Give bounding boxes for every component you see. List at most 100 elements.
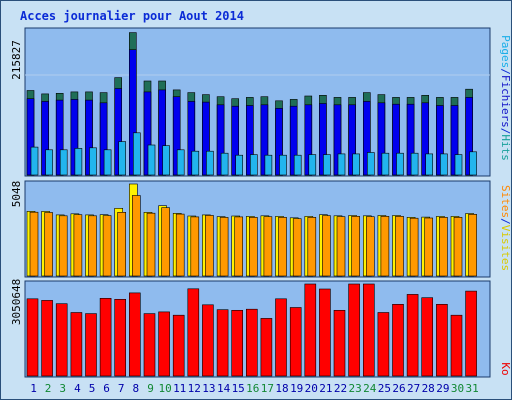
- kbytes-bar: [304, 283, 317, 377]
- kbytes-bar: [55, 303, 68, 377]
- files-bar: [304, 104, 313, 176]
- pages-bar: [74, 148, 83, 176]
- day-label: 21: [319, 382, 332, 395]
- kbytes-bar: [362, 283, 375, 377]
- kbytes-bar: [26, 298, 39, 377]
- hits-ymax-label: 215827: [10, 40, 23, 80]
- hits-bars: [26, 32, 477, 176]
- sites-bar: [88, 215, 97, 277]
- legend-entry: /: [499, 128, 512, 135]
- pages-bar: [220, 152, 229, 176]
- sites-bar: [29, 211, 39, 277]
- day-label: 18: [275, 382, 288, 395]
- visits-ymax-label: 5048: [10, 181, 23, 208]
- kbytes-bar: [187, 288, 200, 377]
- sites-bar: [234, 216, 243, 277]
- files-bar: [421, 102, 430, 176]
- pages-bar: [293, 154, 302, 176]
- files-bar: [187, 101, 196, 176]
- pages-bar: [30, 146, 39, 176]
- day-label: 5: [89, 382, 96, 395]
- kbytes-bar: [70, 312, 83, 377]
- kbytes-bars: [26, 283, 477, 377]
- visits-bars: [26, 183, 477, 277]
- day-label: 19: [290, 382, 303, 395]
- pages-bar: [235, 154, 243, 176]
- pages-bar: [410, 152, 419, 176]
- pages-bar: [147, 144, 156, 176]
- pages-bar: [440, 153, 448, 176]
- files-bar: [202, 101, 210, 176]
- pages-bar: [279, 154, 287, 176]
- sites-bar: [44, 212, 53, 277]
- kbytes-ymax-label: 3050648: [10, 279, 23, 325]
- kbytes-bar: [246, 308, 258, 377]
- sites-bar: [351, 216, 360, 277]
- pages-bar: [264, 154, 273, 176]
- pages-bar: [206, 150, 214, 176]
- pages-bar: [191, 150, 200, 176]
- sites-bar: [73, 214, 83, 277]
- day-label: 22: [334, 382, 347, 395]
- sites-bar: [365, 216, 375, 277]
- files-bar: [41, 101, 49, 176]
- files-bar: [246, 105, 254, 176]
- pages-bar: [133, 132, 141, 176]
- pages-bar: [454, 154, 463, 176]
- kbytes-bar: [348, 283, 360, 377]
- kbytes-bar: [143, 313, 156, 377]
- files-bar: [333, 104, 342, 176]
- files-bar: [348, 104, 356, 176]
- pages-bar: [396, 152, 404, 176]
- kbytes-bar: [231, 309, 243, 377]
- day-label: 28: [422, 382, 435, 395]
- kbytes-bar: [450, 314, 463, 377]
- pages-bar: [308, 154, 317, 176]
- files-bar: [377, 102, 386, 176]
- day-label: 4: [74, 382, 81, 395]
- sites-bar: [175, 213, 185, 277]
- kbytes-bar: [319, 288, 331, 377]
- pages-bar: [59, 149, 68, 176]
- kbytes-bar: [333, 309, 346, 377]
- kbytes-bar: [260, 318, 273, 377]
- files-bar: [55, 99, 64, 176]
- pages-bar: [425, 153, 434, 176]
- day-label: 13: [202, 382, 215, 395]
- kbytes-bar: [114, 298, 126, 377]
- day-label: 27: [407, 382, 420, 395]
- files-bar: [85, 99, 93, 176]
- kbytes-bar: [377, 312, 390, 377]
- sites-bar: [322, 215, 331, 277]
- sites-bar: [292, 218, 302, 277]
- day-label: 20: [305, 382, 318, 395]
- kbytes-bar: [172, 314, 185, 377]
- legend-entry: Ko: [499, 362, 512, 375]
- chart-title: Acces journalier pour Aout 2014: [20, 9, 244, 23]
- day-label: 25: [378, 382, 391, 395]
- files-bar: [362, 101, 371, 176]
- day-label: 14: [217, 382, 231, 395]
- pages-bar: [366, 152, 375, 176]
- kbytes-bar: [99, 297, 112, 377]
- pages-bar: [118, 141, 126, 176]
- day-label: 29: [436, 382, 449, 395]
- kbytes-legend: Ko: [499, 362, 512, 375]
- files-bar: [216, 104, 225, 176]
- files-bar: [392, 103, 400, 176]
- day-label: 2: [45, 382, 52, 395]
- pages-bar: [162, 145, 170, 176]
- kbytes-bar: [289, 307, 302, 377]
- kbytes-bar: [85, 313, 97, 377]
- sites-bar: [336, 216, 346, 277]
- files-bar: [319, 103, 327, 176]
- day-label: 30: [451, 382, 464, 395]
- kbytes-bar: [158, 311, 170, 377]
- sites-bar: [117, 212, 126, 277]
- sites-bar: [102, 215, 112, 277]
- day-label: 12: [188, 382, 201, 395]
- sites-bar: [146, 212, 156, 277]
- files-bar: [129, 49, 137, 176]
- pages-bar: [381, 152, 390, 176]
- day-label: 26: [392, 382, 405, 395]
